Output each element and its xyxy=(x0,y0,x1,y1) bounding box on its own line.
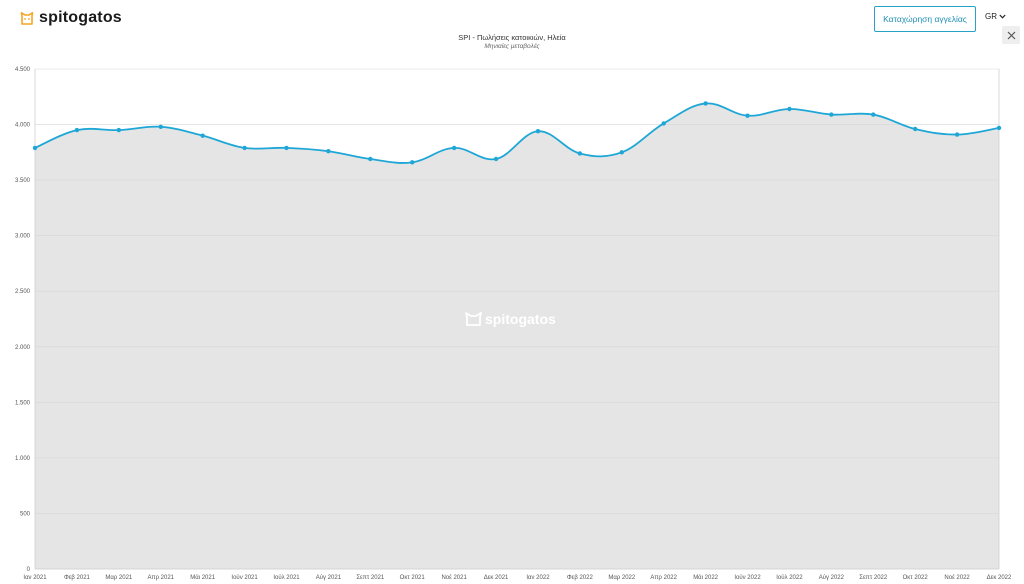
data-point xyxy=(368,156,373,162)
x-tick-label: Ιούν 2021 xyxy=(231,575,258,581)
x-tick-label: Αύγ 2022 xyxy=(819,575,845,581)
close-icon xyxy=(1007,31,1015,39)
x-tick-label: Μάι 2021 xyxy=(190,574,215,581)
y-tick-label: 3.500 xyxy=(15,178,31,184)
data-point xyxy=(116,127,122,133)
data-point xyxy=(871,112,876,117)
top-bar: spitogatos Καταχώρηση αγγελίας GR xyxy=(0,0,1024,32)
close-button[interactable] xyxy=(1002,26,1020,44)
data-point xyxy=(493,156,499,162)
data-point xyxy=(954,132,960,137)
watermark-cat-icon xyxy=(465,312,482,326)
x-tick-label: Οκτ 2022 xyxy=(903,575,929,581)
logo-text: spitogatos xyxy=(39,9,122,26)
data-point xyxy=(326,149,331,154)
y-tick-label: 2.000 xyxy=(15,345,31,351)
x-tick-label: Νοέ 2022 xyxy=(944,574,970,581)
x-tick-label: Ιαν 2021 xyxy=(23,575,47,581)
data-point xyxy=(284,145,289,151)
x-tick-label: Ιούλ 2021 xyxy=(273,575,300,581)
chart-title: SPI - Πωλήσεις κατοικιών, Ηλεία xyxy=(458,33,566,42)
chart-subtitle: Μηνιαίες μεταβολές xyxy=(484,43,540,50)
y-tick-label: 0 xyxy=(27,567,31,573)
y-tick-label: 1.500 xyxy=(15,400,31,406)
data-point xyxy=(451,145,457,151)
data-point xyxy=(619,150,624,155)
x-tick-label: Φεβ 2021 xyxy=(64,575,91,581)
x-tick-label: Νοέ 2021 xyxy=(441,574,467,581)
data-point xyxy=(661,121,666,126)
x-tick-label: Δεκ 2021 xyxy=(484,575,509,581)
y-tick-label: 1.000 xyxy=(15,456,31,462)
x-tick-label: Φεβ 2022 xyxy=(567,575,594,581)
y-tick-label: 500 xyxy=(20,511,31,517)
x-tick-label: Σεπτ 2022 xyxy=(859,575,888,581)
data-point xyxy=(200,133,205,138)
chevron-down-icon xyxy=(999,14,1006,19)
data-point xyxy=(410,160,415,165)
data-point xyxy=(242,145,247,151)
data-point xyxy=(912,126,918,132)
area-fill xyxy=(35,103,999,569)
x-tick-label: Ιούλ 2022 xyxy=(776,575,803,581)
data-point xyxy=(745,113,750,118)
x-tick-label: Οκτ 2021 xyxy=(400,575,426,581)
post-listing-button[interactable]: Καταχώρηση αγγελίας xyxy=(874,6,976,32)
y-tick-label: 4.000 xyxy=(15,123,31,129)
data-point xyxy=(787,106,792,112)
data-point xyxy=(996,125,1002,131)
x-tick-label: Ιαν 2022 xyxy=(526,575,550,581)
x-tick-label: Ιούν 2022 xyxy=(734,575,761,581)
x-tick-label: Μαρ 2021 xyxy=(105,575,133,581)
x-tick-label: Αύγ 2021 xyxy=(316,575,342,581)
y-tick-label: 3.000 xyxy=(15,234,31,240)
series-line xyxy=(34,102,1000,164)
data-point xyxy=(577,151,583,156)
data-point xyxy=(703,101,708,106)
cat-icon xyxy=(20,11,34,25)
data-point xyxy=(829,112,834,117)
x-tick-label: Σεπτ 2021 xyxy=(356,575,385,581)
x-tick-label: Απρ 2021 xyxy=(147,575,174,581)
language-selector[interactable]: GR xyxy=(985,12,1006,21)
language-label: GR xyxy=(985,12,997,21)
data-point xyxy=(32,145,38,151)
y-tick-label: 4.500 xyxy=(15,67,31,73)
y-tick-label: 2.500 xyxy=(15,289,31,295)
x-tick-label: Δεκ 2022 xyxy=(987,575,1012,581)
x-tick-label: Μαρ 2022 xyxy=(608,575,636,581)
logo[interactable]: spitogatos xyxy=(20,9,122,27)
watermark-text: spitogatos xyxy=(485,311,556,327)
x-tick-label: Απρ 2022 xyxy=(650,575,677,581)
data-point xyxy=(74,127,80,133)
data-point xyxy=(158,124,163,129)
data-point xyxy=(535,129,541,134)
x-tick-label: Μάι 2022 xyxy=(693,574,718,581)
